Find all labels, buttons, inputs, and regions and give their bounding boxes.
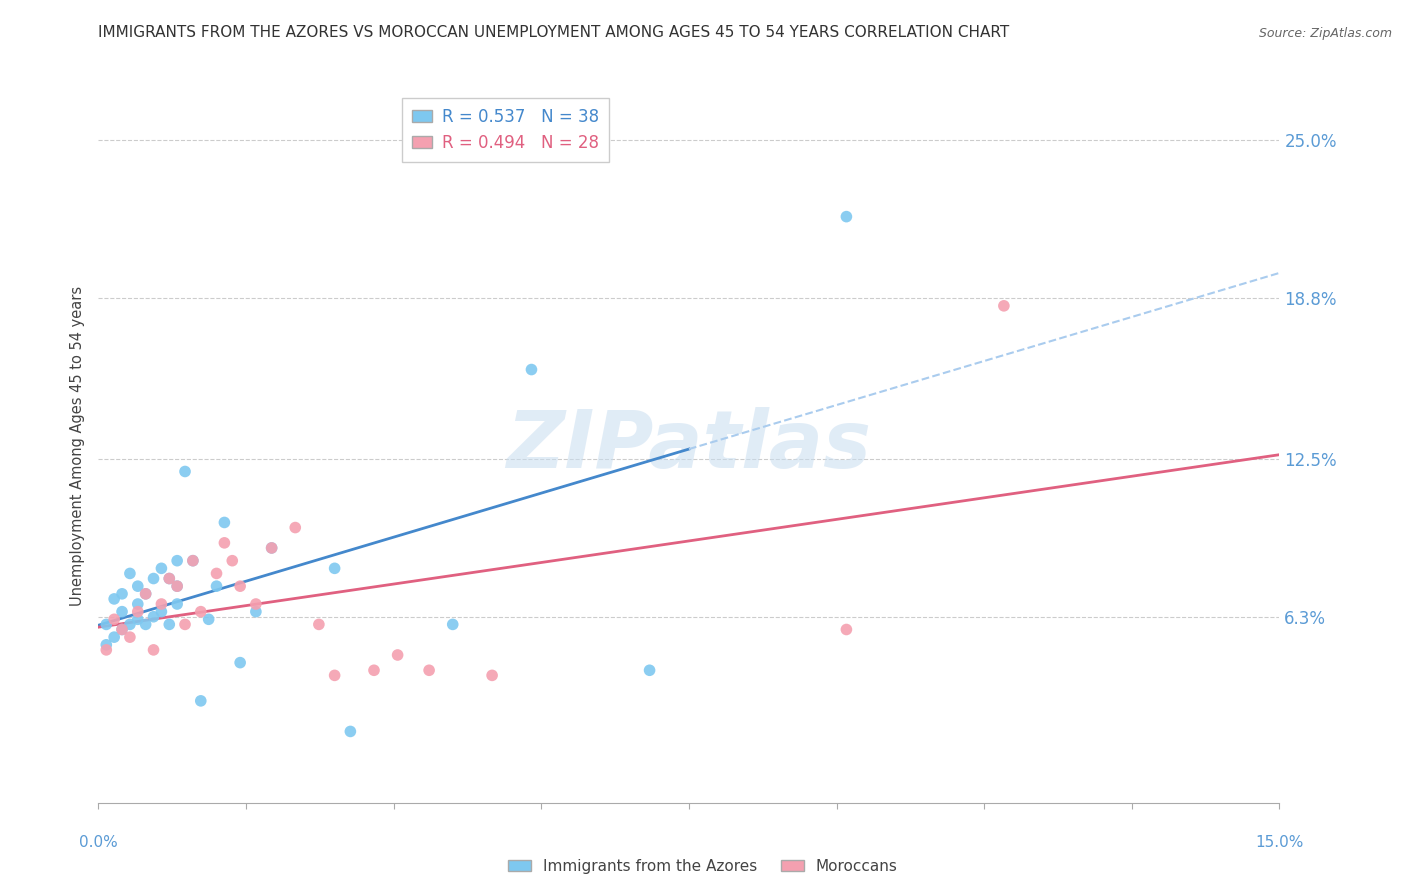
Point: [157, 572, 180, 586]
Point: [284, 520, 307, 534]
Point: [150, 561, 173, 575]
Point: [181, 554, 204, 568]
Point: [135, 617, 157, 632]
Point: [150, 605, 173, 619]
Point: [638, 663, 661, 677]
Point: [835, 210, 858, 224]
Point: [174, 617, 197, 632]
Point: [135, 587, 157, 601]
Point: [214, 536, 236, 550]
Point: [197, 612, 219, 626]
Point: [221, 554, 243, 568]
Point: [111, 587, 134, 601]
Text: 15.0%: 15.0%: [1256, 836, 1303, 850]
Point: [323, 668, 346, 682]
Point: [103, 591, 125, 606]
Point: [245, 597, 267, 611]
Point: [142, 572, 165, 586]
Point: [150, 597, 173, 611]
Text: 0.0%: 0.0%: [79, 836, 118, 850]
Point: [127, 605, 149, 619]
Point: [103, 612, 125, 626]
Point: [142, 643, 165, 657]
Point: [229, 579, 252, 593]
Point: [205, 579, 228, 593]
Text: IMMIGRANTS FROM THE AZORES VS MOROCCAN UNEMPLOYMENT AMONG AGES 45 TO 54 YEARS CO: IMMIGRANTS FROM THE AZORES VS MOROCCAN U…: [98, 25, 1010, 40]
Point: [118, 630, 141, 644]
Legend: R = 0.537   N = 38, R = 0.494   N = 28: R = 0.537 N = 38, R = 0.494 N = 28: [402, 97, 609, 161]
Point: [481, 668, 503, 682]
Point: [118, 617, 141, 632]
Point: [157, 617, 180, 632]
Point: [166, 579, 188, 593]
Point: [323, 561, 346, 575]
Y-axis label: Unemployment Among Ages 45 to 54 years: Unemployment Among Ages 45 to 54 years: [70, 286, 86, 606]
Point: [214, 516, 236, 530]
Point: [245, 605, 267, 619]
Point: [96, 643, 118, 657]
Point: [103, 630, 125, 644]
Point: [181, 554, 204, 568]
Text: Source: ZipAtlas.com: Source: ZipAtlas.com: [1258, 27, 1392, 40]
Point: [166, 579, 188, 593]
Point: [520, 362, 543, 376]
Point: [135, 587, 157, 601]
Point: [418, 663, 440, 677]
Point: [205, 566, 228, 581]
Text: ZIPatlas: ZIPatlas: [506, 407, 872, 485]
Point: [260, 541, 283, 555]
Point: [127, 597, 149, 611]
Point: [190, 605, 212, 619]
Legend: Immigrants from the Azores, Moroccans: Immigrants from the Azores, Moroccans: [502, 853, 904, 880]
Point: [96, 638, 118, 652]
Point: [127, 579, 149, 593]
Point: [260, 541, 283, 555]
Point: [111, 605, 134, 619]
Point: [127, 612, 149, 626]
Point: [308, 617, 330, 632]
Point: [96, 617, 118, 632]
Point: [387, 648, 409, 662]
Point: [166, 597, 188, 611]
Point: [190, 694, 212, 708]
Point: [174, 465, 197, 479]
Point: [993, 299, 1015, 313]
Point: [441, 617, 464, 632]
Point: [229, 656, 252, 670]
Point: [111, 623, 134, 637]
Point: [118, 566, 141, 581]
Point: [157, 572, 180, 586]
Point: [166, 554, 188, 568]
Point: [363, 663, 385, 677]
Point: [339, 724, 361, 739]
Point: [111, 623, 134, 637]
Point: [835, 623, 858, 637]
Point: [142, 609, 165, 624]
